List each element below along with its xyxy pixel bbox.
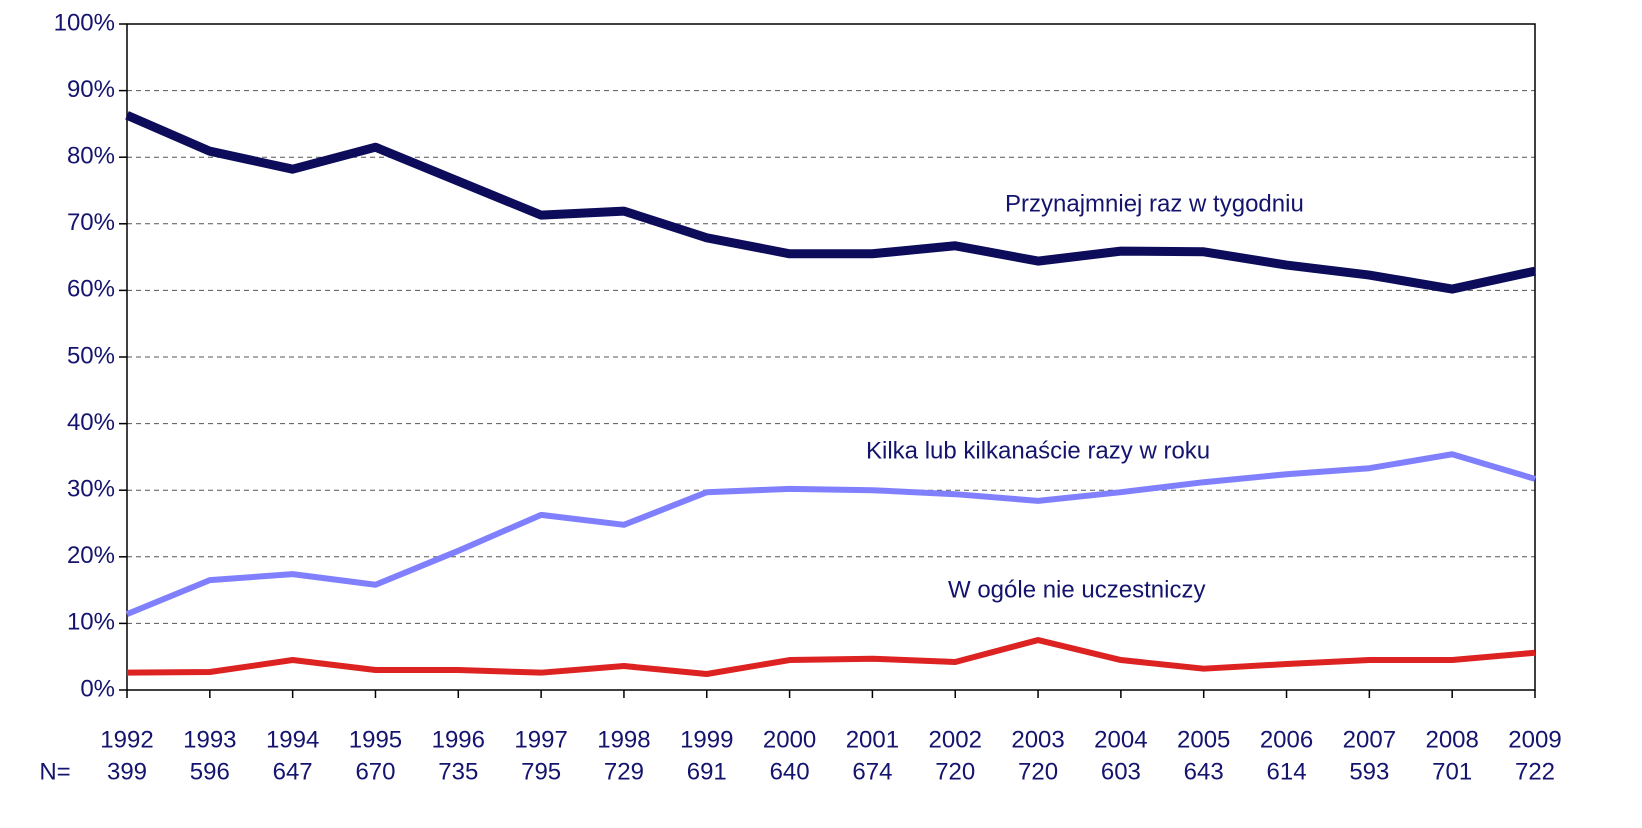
x-tick-label: 2007 xyxy=(1343,726,1396,753)
x-tick-label: 2003 xyxy=(1011,726,1064,753)
n-label: 614 xyxy=(1267,758,1307,785)
n-label: 603 xyxy=(1101,758,1141,785)
n-label: 670 xyxy=(355,758,395,785)
n-label: 647 xyxy=(273,758,313,785)
x-tick-label: 1995 xyxy=(349,726,402,753)
n-label: 674 xyxy=(852,758,892,785)
x-tick-label: 1996 xyxy=(432,726,485,753)
n-label: 701 xyxy=(1432,758,1472,785)
x-tick-label: 1993 xyxy=(183,726,236,753)
x-tick-label: 2001 xyxy=(846,726,899,753)
x-tick-label: 2004 xyxy=(1094,726,1147,753)
series-label: Kilka lub kilkanaście razy w roku xyxy=(866,437,1210,464)
x-tick-label: 2006 xyxy=(1260,726,1313,753)
series-label: W ogóle nie uczestniczy xyxy=(948,576,1205,603)
n-label: 596 xyxy=(190,758,230,785)
y-tick-label: 90% xyxy=(67,76,115,103)
y-tick-label: 60% xyxy=(67,276,115,303)
y-tick-label: 10% xyxy=(67,609,115,636)
series-line xyxy=(126,637,1536,678)
y-tick-label: 70% xyxy=(67,209,115,236)
n-label: 399 xyxy=(107,758,147,785)
series-line xyxy=(125,451,1536,617)
x-tick-label: 1994 xyxy=(266,726,319,753)
n-label: 640 xyxy=(770,758,810,785)
n-label: 643 xyxy=(1184,758,1224,785)
y-tick-label: 80% xyxy=(67,143,115,170)
y-tick-label: 0% xyxy=(80,675,115,702)
y-tick-label: 100% xyxy=(54,9,115,36)
n-label: 593 xyxy=(1349,758,1389,785)
n-label: 691 xyxy=(687,758,727,785)
x-tick-label: 2005 xyxy=(1177,726,1230,753)
series-label: Przynajmniej raz w tygodniu xyxy=(1005,190,1304,217)
y-tick-label: 30% xyxy=(67,476,115,503)
x-tick-label: 2009 xyxy=(1508,726,1561,753)
x-tick-label: 1992 xyxy=(100,726,153,753)
x-tick-label: 1999 xyxy=(680,726,733,753)
y-tick-label: 40% xyxy=(67,409,115,436)
y-tick-label: 20% xyxy=(67,542,115,569)
n-label: 795 xyxy=(521,758,561,785)
x-tick-label: 1998 xyxy=(597,726,650,753)
x-tick-label: 2002 xyxy=(929,726,982,753)
n-label: 720 xyxy=(935,758,975,785)
n-label: 720 xyxy=(1018,758,1058,785)
x-tick-label: 1997 xyxy=(514,726,567,753)
n-label: 735 xyxy=(438,758,478,785)
x-tick-label: 2008 xyxy=(1425,726,1478,753)
n-label: 722 xyxy=(1515,758,1555,785)
x-tick-label: 2000 xyxy=(763,726,816,753)
plot-frame xyxy=(126,23,1536,691)
y-tick-label: 50% xyxy=(67,342,115,369)
series-line xyxy=(125,111,1536,294)
n-prefix: N= xyxy=(39,758,70,785)
n-label: 729 xyxy=(604,758,644,785)
